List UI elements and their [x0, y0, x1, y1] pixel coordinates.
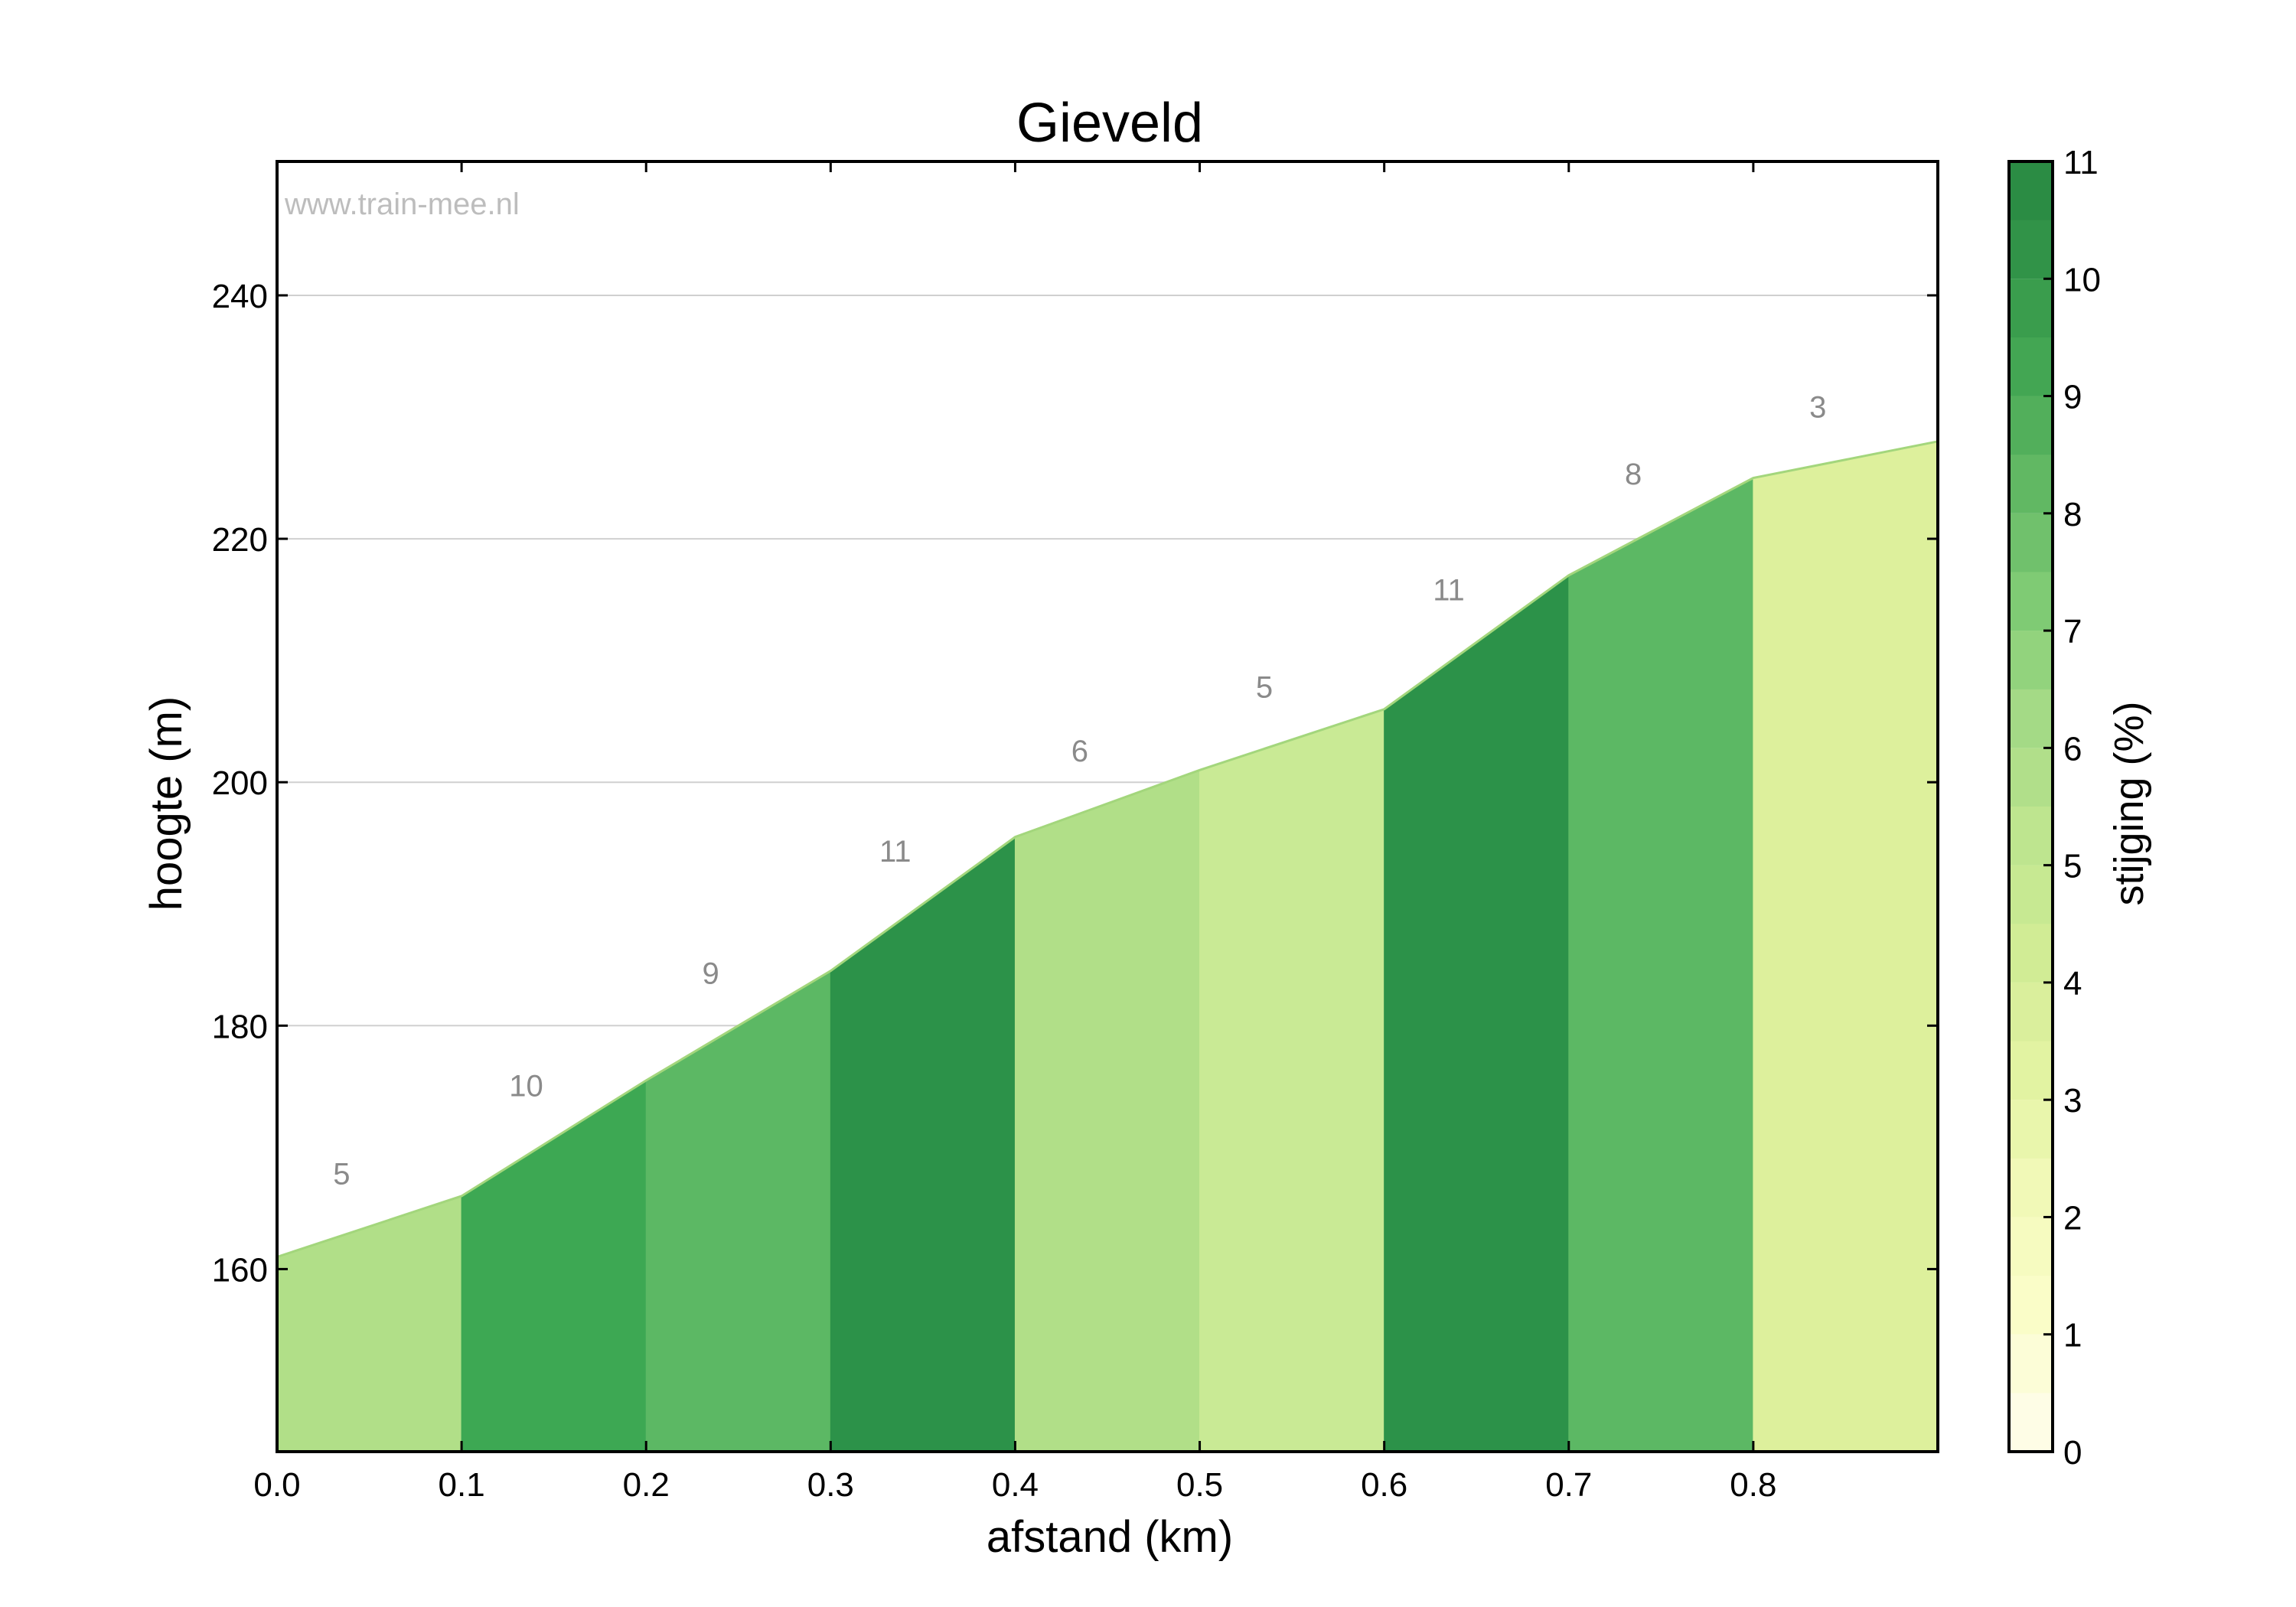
- x-tick-label: 0.6: [1361, 1466, 1407, 1504]
- colorbar-band-shade: [2009, 1100, 2053, 1159]
- watermark-text: www.train-mee.nl: [284, 187, 520, 221]
- grade-segment: [276, 1195, 462, 1452]
- colorbar-band-shade: [2009, 865, 2053, 924]
- x-tick-label: 0.7: [1545, 1466, 1592, 1504]
- grade-segment: [1199, 709, 1385, 1452]
- colorbar-tick-label: 0: [2063, 1434, 2082, 1472]
- y-axis: 160 180 200 220 240: [212, 278, 1938, 1289]
- x-tick-label: 0.4: [992, 1466, 1039, 1504]
- colorbar-tick-label: 6: [2063, 730, 2082, 768]
- x-tick-label: 0.1: [439, 1466, 485, 1504]
- grade-segment: [1384, 574, 1570, 1452]
- x-axis-label: afstand (km): [987, 1512, 1233, 1562]
- x-tick-label: 0.0: [253, 1466, 300, 1504]
- grade-segment: [1753, 441, 1939, 1452]
- plot-frame: [276, 160, 1939, 1453]
- colorbar-tick-label: 4: [2063, 965, 2082, 1002]
- grade-label: 10: [509, 1069, 543, 1103]
- colorbar-band-shade: [2009, 513, 2053, 572]
- profile-line: [276, 440, 1939, 1258]
- x-tick-label: 0.2: [623, 1466, 670, 1504]
- colorbar: 0 1 2 3 4 5 6 7 8 9 10 11: [2007, 144, 2101, 1472]
- x-tick-label: 0.3: [807, 1466, 854, 1504]
- colorbar-tick-label: 9: [2063, 379, 2082, 416]
- grade-label: 3: [1809, 391, 1826, 425]
- colorbar-tick-label: 11: [2063, 144, 2099, 181]
- colorbar-frame: [2007, 160, 2054, 1453]
- grade-label: 5: [333, 1158, 350, 1191]
- colorbar-label: stijging (%): [2106, 701, 2152, 905]
- grade-segment: [1568, 477, 1754, 1452]
- colorbar-band-shade: [2009, 396, 2053, 455]
- colorbar-tick-label: 2: [2063, 1199, 2082, 1237]
- y-axis-label: hoogte (m): [142, 696, 191, 911]
- x-tick-label: 0.8: [1730, 1466, 1776, 1504]
- colorbar-tick-label: 8: [2063, 496, 2082, 533]
- colorbar-band-shade: [2009, 279, 2053, 337]
- colorbar-band-shade: [2009, 1334, 2053, 1393]
- grade-segment: [1014, 769, 1201, 1452]
- colorbar-band-shade: [2009, 748, 2053, 807]
- grade-label: 5: [1256, 671, 1273, 705]
- colorbar-band-shade: [2009, 1217, 2053, 1276]
- colorbar-band-shade: [2009, 631, 2053, 689]
- x-axis: 0.0 0.1 0.2 0.3 0.4 0.5 0.6 0.7 0.8: [253, 161, 1776, 1504]
- colorbar-ticks: 0 1 2 3 4 5 6 7 8 9 10 11: [2043, 144, 2101, 1472]
- grade-label: 11: [879, 835, 912, 869]
- y-tick-label: 240: [212, 278, 268, 315]
- colorbar-tick-label: 7: [2063, 613, 2082, 650]
- grade-label: 9: [702, 957, 719, 990]
- y-tick-label: 200: [212, 764, 268, 802]
- grade-label: 8: [1625, 458, 1642, 491]
- colorbar-tick-label: 3: [2063, 1082, 2082, 1120]
- grade-segments: [276, 441, 1939, 1452]
- y-tick-label: 220: [212, 521, 268, 559]
- grade-segment: [461, 1079, 647, 1452]
- colorbar-band-shade: [2009, 161, 2053, 220]
- colorbar-tick-label: 5: [2063, 848, 2082, 885]
- colorbar-tick-label: 10: [2063, 261, 2101, 298]
- colorbar-band-shade: [2009, 982, 2053, 1041]
- grade-labels: 5 10 9 11 6 5 11 8 3: [333, 391, 1826, 1191]
- grade-segment: [830, 836, 1016, 1452]
- grade-label: 6: [1071, 735, 1088, 768]
- colorbar-tick-label: 1: [2063, 1317, 2082, 1354]
- y-tick-label: 180: [212, 1008, 268, 1045]
- y-tick-label: 160: [212, 1251, 268, 1289]
- grade-segment: [645, 970, 831, 1452]
- x-tick-label: 0.5: [1176, 1466, 1223, 1504]
- grade-label: 11: [1433, 573, 1465, 607]
- colorbar-bands: [2009, 161, 2053, 1452]
- chart-title: Gieveld: [1016, 93, 1203, 154]
